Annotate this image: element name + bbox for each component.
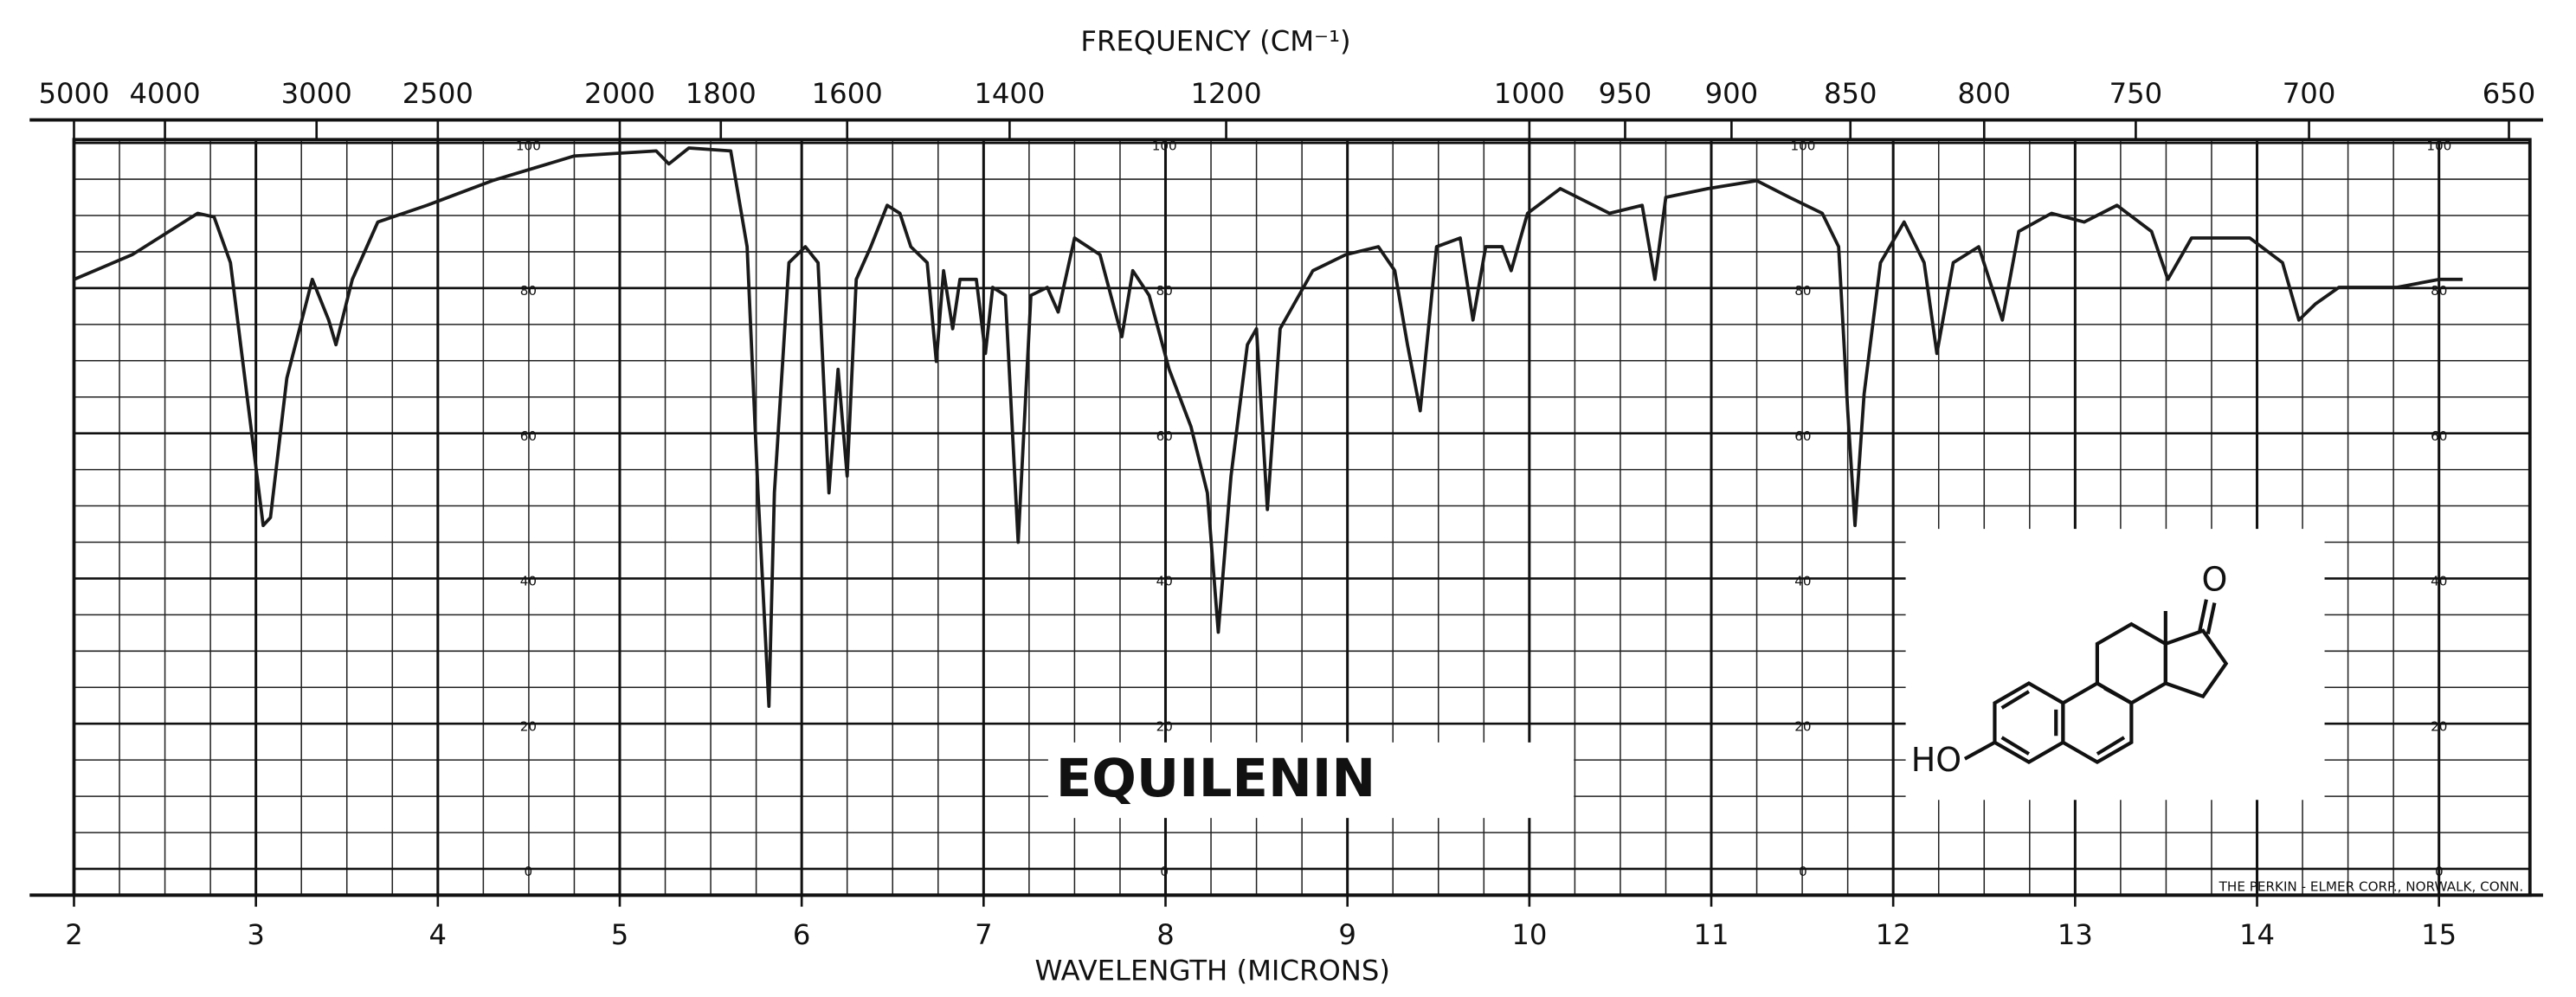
x-tick-label: 9 bbox=[1338, 918, 1356, 951]
y-tick-label: 100 bbox=[1790, 138, 1815, 153]
x-tick-label: 6 bbox=[793, 918, 811, 951]
x2-tick-label: 700 bbox=[2283, 77, 2336, 110]
title-backdrop bbox=[1047, 742, 1575, 819]
y-tick-label: 60 bbox=[520, 428, 537, 444]
x2-axis-title: FREQUENCY (CM⁻¹) bbox=[1080, 24, 1350, 57]
x2-tick-label: 3000 bbox=[281, 77, 352, 110]
y-tick-label: 40 bbox=[2431, 574, 2447, 589]
oxygen-label: O bbox=[2201, 560, 2227, 598]
double-bond bbox=[2000, 690, 2031, 710]
spectrum-line bbox=[73, 146, 2463, 708]
x2-tick-label: 850 bbox=[1824, 77, 1877, 110]
structure-backdrop bbox=[1905, 529, 2325, 801]
x-tick-label: 3 bbox=[247, 918, 265, 951]
chart-title: EQUILENIN bbox=[1056, 749, 1375, 809]
x-tick-label: 7 bbox=[975, 918, 993, 951]
x-tick-label: 11 bbox=[1693, 918, 1729, 951]
y-tick-label: 0 bbox=[525, 864, 533, 879]
x-tick-label: 12 bbox=[1876, 918, 1911, 951]
carbonyl bbox=[2206, 602, 2217, 635]
hydroxyl-label: HO bbox=[1911, 741, 1961, 779]
y-tick-label: 100 bbox=[1152, 138, 1177, 153]
y-tick-label: 20 bbox=[2431, 718, 2447, 734]
double-bond bbox=[2000, 736, 2031, 756]
double-bond bbox=[2103, 686, 2133, 705]
y-tick-label: 100 bbox=[2426, 138, 2451, 153]
y-tick-label: 80 bbox=[1794, 283, 1811, 299]
y-tick-label: 60 bbox=[2431, 428, 2447, 444]
x2-tick-label: 1200 bbox=[1191, 77, 1262, 110]
x2-tick-label: 2000 bbox=[584, 77, 655, 110]
y-tick-label: 80 bbox=[2431, 283, 2447, 299]
x-tick-label: 15 bbox=[2421, 918, 2457, 951]
molecule bbox=[1963, 599, 2229, 765]
y-tick-label: 80 bbox=[1156, 283, 1173, 299]
x-tick-label: 4 bbox=[429, 918, 448, 951]
carbonyl bbox=[2198, 599, 2208, 632]
marks: 0 0 0 0 20 20 20 20 40 40 40 40 60 60 60 60 80 80 80 80 100 1… bbox=[38, 77, 2535, 951]
hydroxyl-bond bbox=[1963, 741, 1996, 761]
x2-tick-label: 900 bbox=[1705, 77, 1759, 110]
y-tick-label: 20 bbox=[1156, 718, 1173, 734]
x-tick-label: 10 bbox=[1511, 918, 1547, 951]
y-tick-label: 40 bbox=[1794, 574, 1811, 589]
y-tick-label: 80 bbox=[520, 283, 537, 299]
y-tick-label: 40 bbox=[520, 574, 537, 589]
x2-tick-label: 800 bbox=[1957, 77, 2011, 110]
x2-tick-label: 4000 bbox=[130, 77, 201, 110]
y-tick-label: 0 bbox=[2435, 864, 2444, 879]
x2-tick-label: 2500 bbox=[402, 77, 473, 110]
x2-tick-label: 950 bbox=[1599, 77, 1652, 110]
structure: O HO bbox=[1905, 529, 2325, 801]
y-tick-label: 40 bbox=[1156, 574, 1173, 589]
y-tick-label: 60 bbox=[1794, 428, 1811, 444]
y-tick-label: 20 bbox=[520, 718, 537, 734]
x2-tick-label: 650 bbox=[2483, 77, 2536, 110]
x-tick-label: 14 bbox=[2239, 918, 2275, 951]
y-tick-label: 0 bbox=[1799, 864, 1807, 879]
x2-tick-label: 5000 bbox=[38, 77, 109, 110]
x2-tick-label: 1600 bbox=[812, 77, 883, 110]
x-axis-title: WAVELENGTH (MICRONS) bbox=[1034, 955, 1389, 987]
y-tick-label: 100 bbox=[516, 138, 541, 153]
manufacturer-note: THE PERKIN - ELMER CORP., NORWALK, CONN. bbox=[2219, 878, 2524, 894]
x2-tick-label: 750 bbox=[2109, 77, 2163, 110]
x2-tick-label: 1000 bbox=[1494, 77, 1565, 110]
y-tick-label: 60 bbox=[1156, 428, 1173, 444]
x-tick-label: 2 bbox=[65, 918, 83, 951]
x2-tick-label: 1400 bbox=[974, 77, 1045, 110]
x-tick-label: 5 bbox=[611, 918, 629, 951]
y-tick-label: 20 bbox=[1794, 718, 1811, 734]
x-tick-label: 8 bbox=[1156, 918, 1175, 951]
x2-tick-label: 1800 bbox=[686, 77, 757, 110]
x-tick-label: 13 bbox=[2058, 918, 2093, 951]
y-tick-label: 0 bbox=[1160, 864, 1169, 879]
ring-d bbox=[2163, 628, 2229, 699]
double-bond bbox=[2096, 736, 2126, 756]
